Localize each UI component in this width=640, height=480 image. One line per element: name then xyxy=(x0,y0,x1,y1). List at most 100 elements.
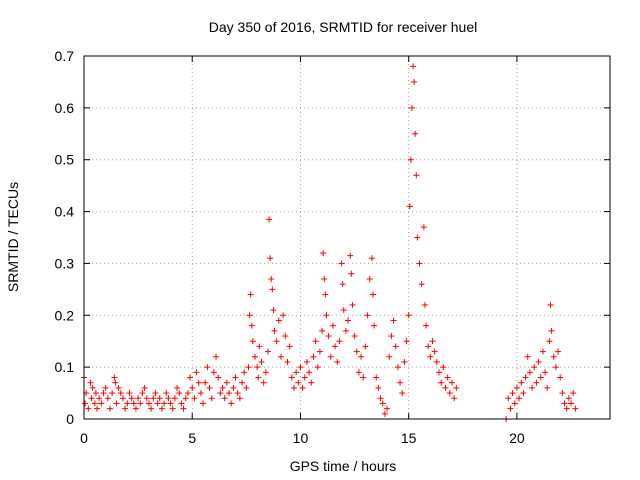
data-point xyxy=(206,384,213,391)
data-point xyxy=(425,343,432,350)
data-point xyxy=(266,216,273,223)
data-point xyxy=(329,322,336,329)
data-point xyxy=(572,405,579,412)
data-point xyxy=(408,104,415,111)
data-point xyxy=(550,353,557,360)
data-point xyxy=(187,374,194,381)
data-point xyxy=(208,395,215,402)
data-point xyxy=(377,395,384,402)
data-point xyxy=(197,390,204,397)
data-point xyxy=(275,317,282,324)
data-point xyxy=(169,405,176,412)
data-point xyxy=(102,384,109,391)
data-point xyxy=(85,405,92,412)
data-point xyxy=(246,312,253,319)
data-point xyxy=(388,333,395,340)
data-point xyxy=(284,358,291,365)
data-point xyxy=(420,224,427,231)
data-point xyxy=(533,379,540,386)
data-point xyxy=(384,405,391,412)
data-point xyxy=(163,390,170,397)
data-point xyxy=(297,364,304,371)
data-point xyxy=(255,374,262,381)
data-point xyxy=(117,390,124,397)
chart-title: Day 350 of 2016, SRMTID for receiver hue… xyxy=(209,19,477,35)
data-point xyxy=(141,384,148,391)
data-point xyxy=(351,333,358,340)
data-point xyxy=(219,384,226,391)
data-point xyxy=(453,384,460,391)
data-point xyxy=(516,395,523,402)
x-tick-label: 15 xyxy=(401,430,417,446)
data-point xyxy=(369,291,376,298)
plot-frame xyxy=(83,55,611,420)
data-point xyxy=(413,172,420,179)
x-axis-label: GPS time / hours xyxy=(290,458,397,474)
data-point xyxy=(82,400,89,407)
y-tick-label: 0.2 xyxy=(55,307,75,323)
data-point xyxy=(217,390,224,397)
y-tick-label: 0.5 xyxy=(55,152,75,168)
data-point xyxy=(158,405,165,412)
x-tick-label: 10 xyxy=(293,430,309,446)
data-point xyxy=(548,327,555,334)
data-point xyxy=(570,390,577,397)
data-point xyxy=(414,234,421,241)
data-point xyxy=(126,390,133,397)
data-point xyxy=(314,364,321,371)
x-tick-label: 20 xyxy=(509,430,525,446)
data-point xyxy=(262,369,269,376)
data-point xyxy=(247,291,254,298)
data-point xyxy=(368,255,375,262)
data-point xyxy=(115,384,122,391)
data-point xyxy=(435,369,442,376)
data-point xyxy=(552,364,559,371)
data-point xyxy=(358,353,365,360)
data-point xyxy=(137,400,144,407)
y-tick-label: 0.1 xyxy=(55,359,75,375)
data-point xyxy=(360,374,367,381)
data-point xyxy=(200,400,207,407)
data-point xyxy=(310,353,317,360)
data-point xyxy=(293,369,300,376)
data-point xyxy=(191,395,198,402)
data-point xyxy=(416,260,423,267)
data-point xyxy=(316,348,323,355)
data-point xyxy=(93,405,100,412)
data-point xyxy=(547,301,554,308)
data-point xyxy=(339,281,346,288)
data-point xyxy=(215,374,222,381)
data-point xyxy=(427,353,434,360)
axis-ticks: 0 5 10 15 20 0 0.1 0.2 0.3 0.4 0.5 0.6 0.7 xyxy=(55,48,610,446)
data-point xyxy=(178,400,185,407)
data-point xyxy=(301,374,308,381)
data-point xyxy=(306,369,313,376)
data-point xyxy=(381,410,388,417)
data-point xyxy=(440,364,447,371)
data-point xyxy=(565,395,572,402)
data-point xyxy=(433,358,440,365)
data-point xyxy=(405,312,412,319)
data-point xyxy=(407,156,414,163)
data-point xyxy=(397,379,404,386)
data-point xyxy=(342,327,349,334)
data-point xyxy=(446,390,453,397)
data-point xyxy=(193,369,200,376)
data-point xyxy=(264,348,271,355)
data-point xyxy=(98,400,105,407)
data-point xyxy=(539,348,546,355)
data-point xyxy=(347,252,354,259)
data-point xyxy=(526,369,533,376)
data-point xyxy=(410,63,417,70)
data-point xyxy=(511,400,518,407)
data-point xyxy=(399,390,406,397)
data-point xyxy=(555,348,562,355)
data-point xyxy=(88,395,95,402)
data-point xyxy=(394,364,401,371)
data-point xyxy=(319,327,326,334)
data-point xyxy=(345,317,352,324)
data-point xyxy=(171,395,178,402)
data-point xyxy=(92,390,99,397)
